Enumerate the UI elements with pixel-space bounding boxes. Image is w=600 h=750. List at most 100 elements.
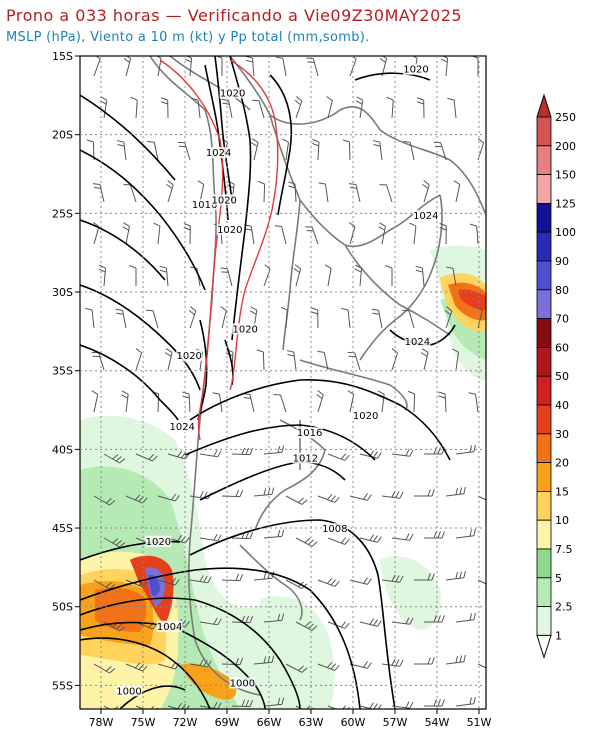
wind-barb: [438, 391, 447, 413]
isobar-label: 1004: [157, 622, 182, 633]
isobar-label-bg: [211, 194, 238, 206]
wind-barb: [159, 265, 169, 287]
wind-barb: [288, 181, 297, 203]
wind-barb: [354, 264, 363, 287]
map-subtitle: MSLP (hPa), Viento a 10 m (kt) y Pp tota…: [6, 30, 370, 45]
wind-barb: [166, 180, 174, 203]
wind-barb: [452, 348, 460, 371]
wind-barb: [327, 537, 350, 545]
wind-barb: [157, 577, 180, 586]
wind-barb: [455, 528, 476, 539]
wind-barb: [153, 222, 161, 245]
lat-label: 35S: [52, 365, 73, 378]
wind-barb: [182, 391, 191, 413]
wind-barb: [372, 140, 383, 161]
wind-barb: [391, 533, 414, 541]
isobar-label-bg: [205, 147, 232, 159]
isobar-label-bg: [352, 409, 379, 421]
wind-barb: [317, 661, 340, 671]
isobar-label: 1020: [232, 324, 257, 335]
isobar-label-bg: [321, 523, 348, 535]
wind-barb: [477, 495, 486, 501]
colorbar-label: 90: [555, 255, 569, 268]
wind-barb: [468, 392, 479, 413]
wind-barb: [312, 138, 320, 161]
colorbar-segment: [536, 606, 552, 636]
colorbar-label: 15: [555, 485, 569, 498]
wind-barb: [146, 309, 159, 329]
wind-barb: [422, 180, 430, 203]
wind-barb: [221, 98, 233, 119]
wind-barb: [252, 99, 265, 119]
wind-barb: [285, 495, 308, 505]
wind-barb: [135, 453, 158, 462]
wind-barb: [347, 351, 361, 371]
wind-barb: [327, 705, 350, 709]
wind-barb: [391, 449, 414, 457]
wind-barb: [327, 453, 350, 461]
wind-barb: [310, 307, 319, 329]
colorbar-label: 125: [555, 197, 576, 210]
wind-barb: [317, 577, 340, 587]
wind-barb: [349, 577, 372, 585]
isobar-label-bg: [145, 535, 172, 547]
wind-barb: [123, 56, 132, 77]
colorbar-segment: [536, 318, 552, 348]
isobar-label-bg: [176, 350, 203, 362]
wind-barb: [421, 348, 429, 371]
wind-barb: [355, 96, 364, 119]
wind-barb: [93, 495, 116, 506]
colorbar-label: 30: [555, 428, 569, 441]
lon-label: 69W: [215, 716, 240, 729]
colorbar-segment: [536, 116, 552, 147]
colorbar-segment: [536, 577, 552, 607]
isobar-label: 1020: [217, 225, 242, 236]
wind-barb: [93, 56, 101, 77]
map-title: Prono a 033 horas — Verificando a Vie09Z…: [6, 6, 463, 25]
wind-barb: [199, 449, 222, 458]
wind-barb: [231, 447, 254, 456]
wind-barb: [477, 579, 486, 585]
isobar-label: 1000: [116, 686, 141, 697]
wind-barb: [135, 348, 143, 371]
wind-barb: [167, 450, 190, 460]
lat-lon-grid: [80, 56, 486, 709]
wind-barb: [326, 96, 333, 119]
wind-barb: [274, 225, 287, 245]
isobar-label: 1020: [220, 88, 245, 99]
wind-barb: [469, 223, 479, 245]
wind-barb: [402, 309, 415, 329]
isobar-labels: 1020102010241016102010201024102010241020…: [116, 63, 439, 697]
colorbar-label: 2.5: [555, 601, 573, 614]
colorbar-bottom-arrow: [536, 634, 552, 660]
colorbar-label: 200: [555, 140, 576, 153]
colorbar-label: 10: [555, 514, 569, 527]
wind-barb: [123, 184, 137, 203]
wind-barb: [385, 265, 393, 286]
wind-barb: [349, 222, 356, 245]
wind-barb: [409, 222, 417, 245]
colorbar-top-arrow: [536, 93, 552, 118]
lat-label: 40S: [52, 443, 73, 456]
isobar-label: 1020: [211, 195, 236, 206]
wind-barb: [359, 618, 382, 627]
isobar-label: 1020: [176, 351, 201, 362]
wind-barb: [293, 264, 302, 287]
isobar-label: 1024: [206, 148, 231, 159]
wind-barb: [316, 390, 324, 413]
colorbar-label: 70: [555, 313, 569, 326]
wind-barb: [147, 140, 159, 161]
wind-barb: [157, 493, 180, 502]
isobar-label: 1024: [413, 211, 438, 222]
wind-barb: [285, 663, 308, 673]
lon-label: 75W: [131, 716, 156, 729]
colorbar-segment: [536, 145, 552, 176]
colorbar-segment: [536, 490, 552, 521]
wind-barb: [85, 307, 95, 329]
wind-barb: [455, 612, 476, 623]
wind-barb: [445, 654, 466, 665]
isobar-label: 1020: [146, 537, 171, 548]
wind-barb: [256, 349, 265, 371]
isobar-label: 1020: [403, 65, 428, 76]
